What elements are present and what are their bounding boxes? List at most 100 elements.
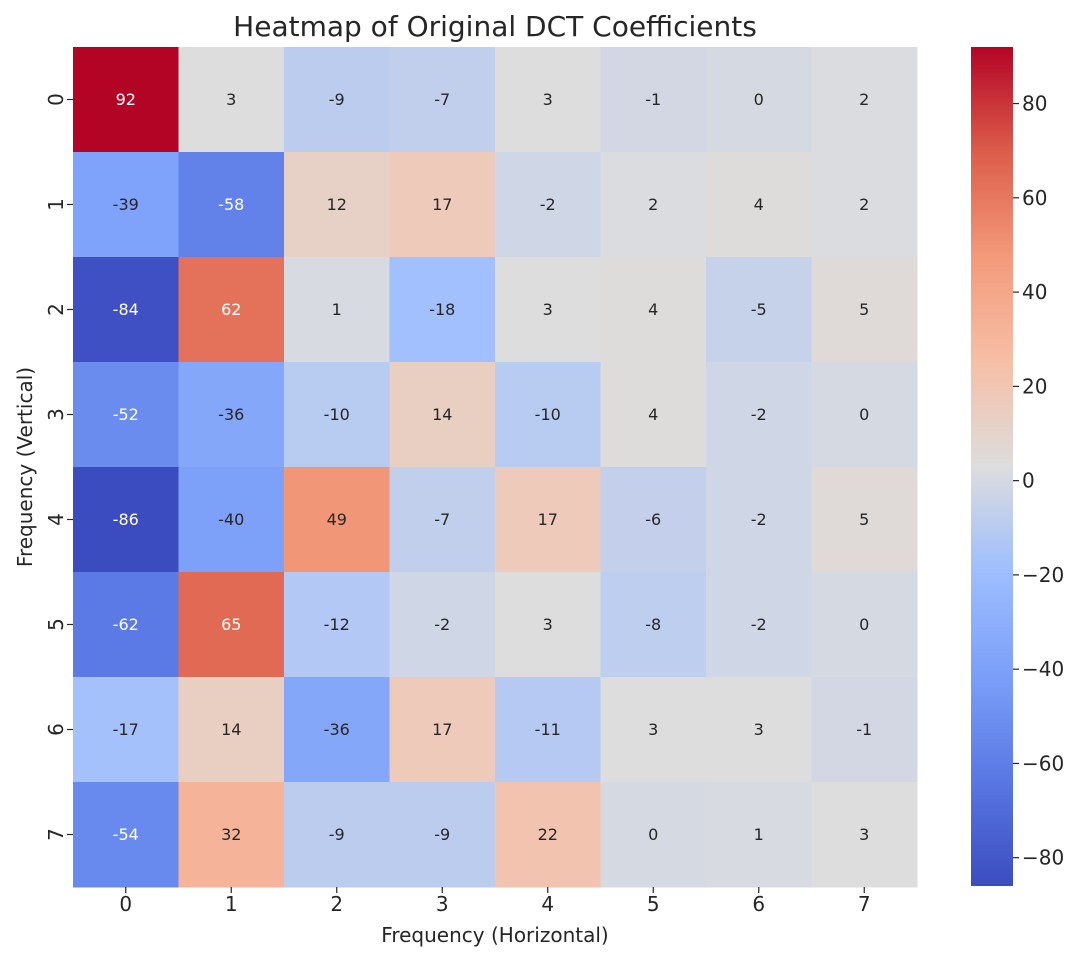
cell-value-label: 2 [648,195,658,214]
x-tick-label: 6 [752,892,765,916]
cell-value-label: -62 [113,615,139,634]
heatmap-cell [495,572,601,678]
heatmap-cell [73,152,179,258]
cell-value-label: -86 [113,510,139,529]
cell-value-label: -2 [751,405,767,424]
x-tick-label: 4 [541,892,554,916]
cell-value-label: 4 [754,195,764,214]
cell-value-label: 4 [648,405,658,424]
cell-value-label: -11 [535,720,561,739]
y-tick-label: 2 [44,303,68,316]
cell-value-label: 17 [538,510,558,529]
cell-value-label: -2 [751,510,767,529]
cell-value-label: -84 [113,300,139,319]
chart-title: Heatmap of Original DCT Coefficients [233,10,757,43]
x-tick-label: 3 [436,892,449,916]
heatmap-cell [600,257,707,363]
x-tick-label: 1 [225,892,238,916]
heatmap-cell [706,782,812,888]
heatmap-cell [178,362,285,468]
cell-value-label: 2 [859,90,869,109]
heatmap-cell [495,152,601,258]
cell-value-label: 3 [543,300,553,319]
cell-value-label: 3 [226,90,236,109]
cell-value-label: 12 [327,195,347,214]
cell-value-label: 1 [332,300,342,319]
heatmap-cell [73,362,179,468]
y-tick-label: 3 [44,408,68,421]
cell-value-label: 0 [754,90,764,109]
heatmap-cell [178,572,285,678]
heatmap-cell [811,362,918,468]
heatmap-cell [389,362,496,468]
x-axis-ticks: 0 1 2 3 4 5 6 7 [119,887,871,916]
cell-value-label: -9 [434,825,450,844]
heatmap-cell [284,47,390,153]
colorbar-tick-label: −20 [1022,563,1064,587]
cell-value-label: -5 [751,300,767,319]
heatmap-cell [284,257,390,363]
cell-value-label: -2 [751,615,767,634]
heatmap-cell [284,362,390,468]
heatmap-cell [706,572,812,678]
colorbar-tick-label: −80 [1022,846,1064,870]
heatmap-cell [178,677,285,783]
cell-value-label: -52 [113,405,139,424]
cell-value-label: 3 [648,720,658,739]
colorbar-ticks: 80 60 40 20 0 −20 −40 −60 −80 [1013,92,1064,870]
cell-value-label: -58 [218,195,244,214]
heatmap-cell [389,152,496,258]
heatmap-cell [284,677,390,783]
cell-value-label: 3 [859,825,869,844]
x-tick-label: 7 [858,892,871,916]
heatmap-cell [284,467,390,573]
heatmap-cell [73,572,179,678]
heatmap-cell [600,782,707,888]
heatmap-cell [600,572,707,678]
heatmap-cell [389,782,496,888]
x-tick-label: 5 [647,892,660,916]
heatmap-cell [73,677,179,783]
heatmap-cell [811,572,918,678]
cell-value-label: -6 [645,510,661,529]
cell-value-label: 3 [543,615,553,634]
cell-value-label: 32 [221,825,241,844]
cell-value-label: -10 [535,405,561,424]
cell-value-label: 62 [221,300,241,319]
cell-value-label: -39 [113,195,139,214]
colorbar-tick-label: 40 [1022,280,1047,304]
cell-value-label: -2 [434,615,450,634]
y-axis-ticks: 0 1 2 3 4 5 6 7 [44,93,73,841]
cell-value-label: 5 [859,510,869,529]
cell-value-label: -1 [645,90,661,109]
y-tick-label: 7 [44,828,68,841]
cell-value-label: 17 [432,720,452,739]
cell-value-label: 49 [327,510,347,529]
heatmap-cell [811,152,918,258]
y-tick-label: 0 [44,93,68,106]
heatmap-cell [706,257,812,363]
heatmap-cell [811,782,918,888]
cell-value-label: 17 [432,195,452,214]
cell-value-label: -12 [324,615,350,634]
heatmap-cell [178,467,285,573]
heatmap-cell [811,467,918,573]
cell-value-label: -8 [645,615,661,634]
heatmap-cell [73,467,179,573]
heatmap-cell [178,47,285,153]
heatmap-cell [284,782,390,888]
heatmap-cell [389,467,496,573]
colorbar-tick-label: −60 [1022,751,1064,775]
cell-value-label: 0 [859,405,869,424]
cell-value-label: 2 [859,195,869,214]
heatmap-cell [284,572,390,678]
heatmap-cell [706,467,812,573]
heatmap-cell [389,257,496,363]
heatmap-cell [284,152,390,258]
x-tick-label: 0 [119,892,132,916]
heatmap-cell [495,47,601,153]
colorbar-tick-label: 80 [1022,92,1047,116]
heatmap-cell [600,467,707,573]
cell-value-label: -2 [540,195,556,214]
cell-value-label: -7 [434,90,450,109]
